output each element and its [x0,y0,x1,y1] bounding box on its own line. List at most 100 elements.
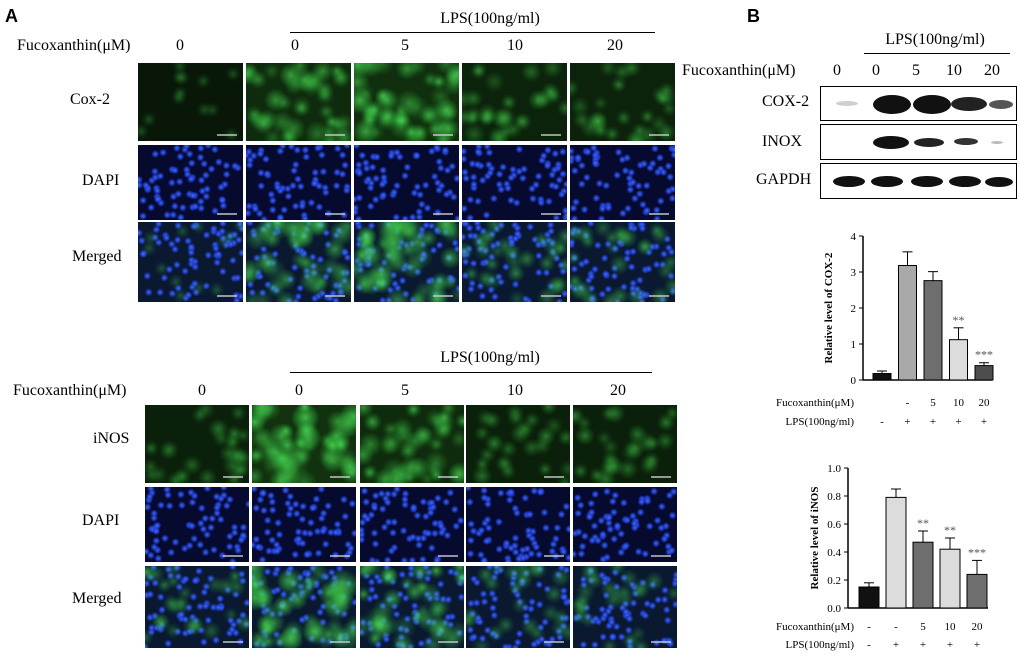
blot-label-cox2: COX-2 [762,93,809,111]
lps-bracket-bottom [290,372,652,373]
y-tick-label: 2 [851,303,857,315]
condition-value: + [955,416,961,428]
scale-bar [541,295,561,297]
micrograph-tile-green [466,405,570,483]
condition-label: LPS(100ng/ml) [786,639,855,651]
micrograph-tile-merged [252,566,356,648]
y-tick-label: 1 [851,339,857,351]
scale-bar [649,213,669,215]
micrograph-tile-green [252,405,356,483]
scale-bar [438,555,458,557]
condition-value: 20 [972,621,984,633]
micrograph-tile-blue [360,487,464,562]
scale-bar [541,134,561,136]
micrograph-tile-merged [570,222,675,302]
row-label-merged: Merged [72,590,121,608]
scale-bar [544,476,564,478]
scale-bar [544,641,564,643]
condition-value: 5 [920,621,926,633]
row-label-cox2: Cox-2 [70,91,110,109]
micrograph-tile-green [573,405,677,483]
dose-label: 20 [978,62,1006,80]
scale-bar [223,641,243,643]
scale-bar [217,295,237,297]
scale-bar [325,213,345,215]
y-tick-label: 0.0 [827,603,841,615]
lps-header-bottom: LPS(100ng/ml) [380,349,600,367]
scale-bar [438,641,458,643]
y-tick-label: 0.6 [827,519,841,531]
micrograph-tile-blue [573,487,677,562]
y-tick-label: 1.0 [827,463,841,475]
condition-value: - [880,416,884,428]
micrograph-tile-blue [466,487,570,562]
y-axis-label: Relative level of iNOS [809,487,821,590]
row-label-dapi: DAPI [82,172,119,190]
lps-header-top: LPS(100ng/ml) [380,10,600,28]
scale-bar [325,295,345,297]
bar [913,542,933,608]
scale-bar [217,134,237,136]
scale-bar [544,555,564,557]
scale-bar [649,295,669,297]
condition-value: + [920,639,926,651]
micrograph-tile-blue [462,145,567,220]
significance-marker: ** [953,313,965,327]
condition-value: 5 [930,397,936,409]
micrograph-tile-blue [138,145,243,220]
scale-bar [438,476,458,478]
dose-label: 10 [495,382,535,400]
micrograph-tile-green [462,63,567,141]
micrograph-tile-merged [573,566,677,648]
y-tick-label: 0.4 [827,547,841,559]
y-tick-label: 0.8 [827,491,841,503]
condition-value: + [893,639,899,651]
scale-bar [433,134,453,136]
micrograph-tile-green [354,63,459,141]
blot-label-inox: INOX [762,133,802,151]
scale-bar [223,555,243,557]
dose-label: 20 [595,37,635,55]
condition-value: + [930,416,936,428]
scale-bar [651,641,671,643]
dose-label: 0 [160,37,200,55]
dose-label: 5 [904,62,928,80]
y-tick-label: 0 [851,375,857,387]
scale-bar [433,213,453,215]
bar [940,549,960,608]
scale-bar [330,555,350,557]
panel-b-letter: B [747,6,760,27]
blot-label-gapdh: GAPDH [756,171,811,189]
row-label-dapi: DAPI [82,512,119,530]
y-axis-label: Relative level of COX-2 [823,252,835,363]
micrograph-tile-green [360,405,464,483]
lps-bracket-top [290,32,655,33]
row-label-merged: Merged [72,248,121,266]
condition-value: + [947,639,953,651]
micrograph-tile-green [138,63,243,141]
row-label-inos: iNOS [93,430,129,448]
bar [950,340,968,380]
condition-value: - [867,621,871,633]
lps-bracket-blot [864,53,1010,54]
micrograph-tile-blue [570,145,675,220]
dose-label: 0 [275,37,315,55]
micrograph-tile-blue [354,145,459,220]
bar [924,281,942,380]
condition-value: 10 [953,397,965,409]
dose-label: 0 [182,382,222,400]
lps-header-blot: LPS(100ng/ml) [855,31,1015,49]
micrograph-tile-merged [360,566,464,648]
scale-bar [649,134,669,136]
condition-value: + [974,639,980,651]
condition-value: + [981,416,987,428]
condition-label: Fucoxanthin(μM) [776,397,854,409]
micrograph-tile-merged [466,566,570,648]
micrograph-tile-blue [246,145,351,220]
significance-marker: ** [917,516,929,530]
bar [859,587,879,608]
western-blot-gapdh [820,163,1017,199]
y-tick-label: 4 [851,231,857,243]
condition-value: - [894,621,898,633]
scale-bar [541,213,561,215]
